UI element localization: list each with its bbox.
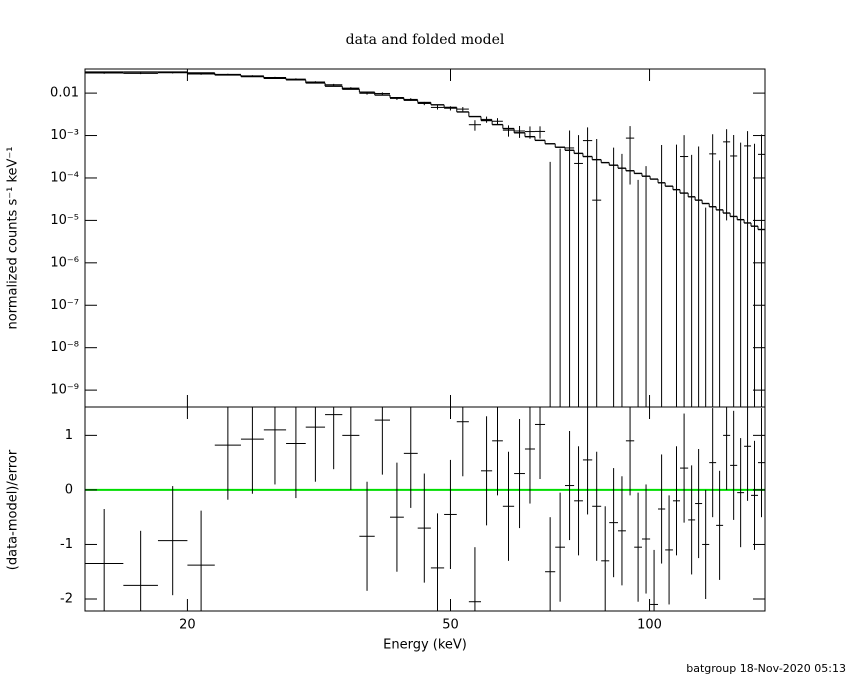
axes: 10⁻⁹ 10⁻⁸ 10⁻⁷ 10⁻⁶ 10⁻⁵ 10⁻⁴ 10⁻³ 0.01 -2 -1 0 1 20… [50,69,765,633]
x-tick-label: 100 [637,618,662,633]
y-tick-label: 0 [65,482,73,497]
y-tick-label: 10⁻⁶ [50,255,79,270]
footer: batgroup 18-Nov-2020 05:13 [686,662,846,675]
y-axis-label: (data-model)/error [6,449,21,570]
x-tick-label: 20 [179,618,196,633]
x-tick-label: 50 [442,618,459,633]
y-tick-label: 0.01 [50,86,79,101]
bottom-frame [84,406,766,612]
y-tick-label: 10⁻⁷ [50,298,79,313]
y-tick-label: -2 [60,592,73,607]
y-tick-label: -1 [60,537,73,552]
top-plot-area [85,71,765,407]
chart-title: data and folded model [346,32,505,48]
y-tick-label: 10⁻⁹ [50,383,79,398]
y-tick-label: 10⁻⁸ [50,340,79,355]
y-axis-label: normalized counts s⁻¹ keV⁻¹ [6,147,21,330]
y-tick-label: 10⁻³ [50,128,79,143]
x-axis-label: Energy (keV) [383,638,467,653]
y-tick-label: 10⁻⁵ [50,213,79,228]
bottom-plot-area [85,407,765,611]
y-tick-label: 1 [65,428,73,443]
y-tick-label: 10⁻⁴ [50,170,79,185]
